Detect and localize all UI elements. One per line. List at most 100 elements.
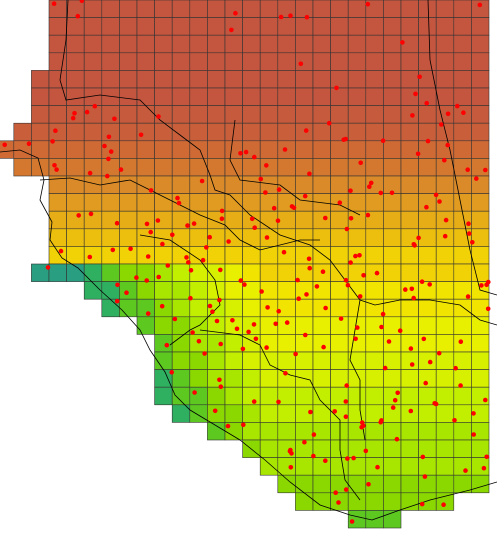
station-point [230,318,235,323]
grid-cell [365,369,384,388]
grid-cell [136,193,155,212]
grid-cell [136,105,155,124]
grid-cell [119,140,138,159]
station-point [115,282,120,288]
station-point [304,292,309,297]
grid-cell [453,17,472,36]
grid-cell [171,0,191,18]
grid-cell [154,70,173,89]
grid-cell [312,34,331,54]
grid-cell [330,334,349,353]
station-point [295,277,300,283]
station-point [395,390,401,396]
grid-cell [207,17,226,36]
grid-cell [242,105,261,124]
grid-cell [383,52,402,71]
grid-cell [400,210,419,230]
station-point [411,295,417,301]
grid-cells [0,0,490,529]
grid-cell [66,87,85,106]
grid-cell [295,87,314,106]
station-point [420,454,426,460]
grid-cell [83,246,103,265]
station-point [155,218,161,223]
grid-cell [83,34,103,54]
station-point [70,115,76,121]
grid-cell [295,351,314,370]
grid-cell [259,122,279,142]
grid-cell [83,122,103,142]
station-point [409,362,415,367]
station-point [108,149,114,154]
station-point [191,221,197,226]
grid-cell [259,334,279,353]
grid-cell [101,193,120,212]
station-point [465,294,471,299]
grid-cell [312,422,331,441]
grid-cell [435,369,455,388]
grid-cell [207,386,226,406]
grid-cell [154,17,173,36]
station-point [112,116,117,122]
grid-cell [330,70,349,89]
grid-cell [471,122,490,142]
grid-cell [312,457,331,476]
station-point [409,286,415,292]
grid-cell [365,386,384,406]
station-point [226,239,231,244]
station-point [483,397,488,403]
grid-cell [400,193,419,212]
grid-cell [453,263,472,282]
grid-cell [365,351,384,370]
grid-cell [119,105,138,124]
border [39,177,320,251]
grid-cell [435,0,455,18]
grid-cell [435,474,455,494]
grid-cell [365,298,384,318]
grid-cell [435,105,455,124]
grid-cell [312,351,331,370]
station-point [307,171,312,177]
station-point [186,260,191,265]
grid-cell [365,122,384,142]
grid-cell [101,228,120,247]
station-point [417,74,422,80]
station-point [275,218,281,223]
station-point [483,167,488,173]
grid-cell [277,105,296,124]
station-point [148,229,153,235]
grid-cell [383,210,402,230]
grid-cell [383,510,402,529]
station-point [463,468,468,473]
station-point [76,213,81,218]
grid-cell [330,210,349,230]
grid-cell [83,52,103,71]
grid-cell [295,334,314,353]
station-point [196,338,202,344]
grid-cell [207,34,226,54]
station-point [87,170,93,176]
grid-cell [101,263,120,282]
grid-cell [347,52,367,71]
grid-cell [207,369,226,388]
grid-cell [48,87,67,106]
station-point [375,464,380,470]
grid-cell [418,158,437,177]
station-point [427,359,433,365]
grid-cell [365,439,384,458]
grid-cell [31,87,50,106]
grid-cell [418,175,437,194]
station-point [412,243,417,248]
station-point [144,278,149,283]
grid-cell [242,122,261,142]
grid-cell [383,228,402,247]
grid-cell [312,439,331,458]
grid-cell [277,404,296,423]
grid-cell [365,140,384,159]
grid-cell [154,34,173,54]
grid-cell [101,0,120,18]
station-point [54,167,59,172]
station-point [160,241,165,247]
grid-cell [435,316,455,335]
grid-cell [418,228,437,247]
